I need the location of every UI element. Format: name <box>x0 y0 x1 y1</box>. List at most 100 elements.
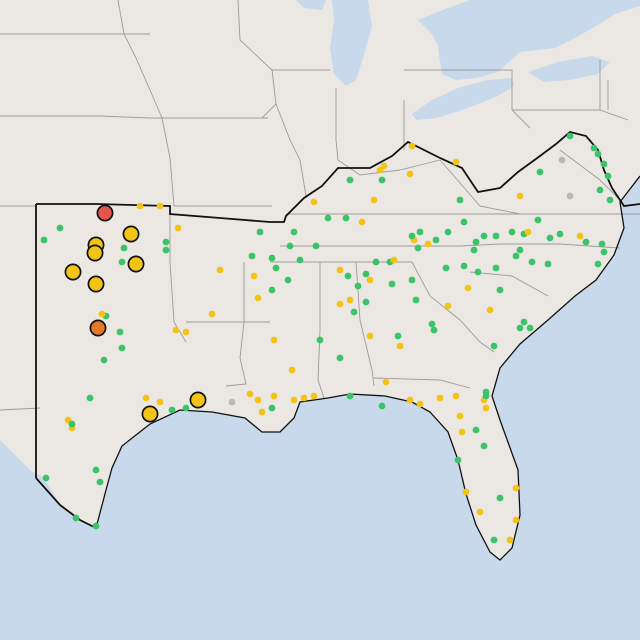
station-marker-yellow[interactable] <box>452 158 460 166</box>
station-marker-green[interactable] <box>408 276 416 284</box>
station-marker-green[interactable] <box>256 228 264 236</box>
station-marker-yellow[interactable] <box>258 408 266 416</box>
station-marker-green[interactable] <box>42 474 50 482</box>
station-marker-green[interactable] <box>162 246 170 254</box>
station-marker-yellow[interactable] <box>452 392 460 400</box>
station-marker-green[interactable] <box>482 392 490 400</box>
highlighted-marker-red[interactable] <box>96 204 114 222</box>
station-marker-green[interactable] <box>346 176 354 184</box>
station-marker-green[interactable] <box>526 324 534 332</box>
station-marker-yellow[interactable] <box>172 326 180 334</box>
station-marker-green[interactable] <box>596 186 604 194</box>
station-marker-green[interactable] <box>472 426 480 434</box>
station-marker-green[interactable] <box>472 238 480 246</box>
station-marker-yellow[interactable] <box>300 394 308 402</box>
station-marker-yellow[interactable] <box>336 266 344 274</box>
station-marker-green[interactable] <box>528 258 536 266</box>
station-marker-yellow[interactable] <box>270 392 278 400</box>
station-marker-green[interactable] <box>100 356 108 364</box>
station-marker-yellow[interactable] <box>358 218 366 226</box>
station-marker-green[interactable] <box>460 218 468 226</box>
station-marker-green[interactable] <box>490 536 498 544</box>
station-marker-green[interactable] <box>412 296 420 304</box>
station-marker-green[interactable] <box>546 234 554 242</box>
station-marker-yellow[interactable] <box>512 484 520 492</box>
station-marker-yellow[interactable] <box>476 508 484 516</box>
station-marker-green[interactable] <box>604 172 612 180</box>
station-marker-yellow[interactable] <box>142 394 150 402</box>
station-marker-green[interactable] <box>92 522 100 530</box>
station-marker-green[interactable] <box>118 344 126 352</box>
station-marker-yellow[interactable] <box>156 202 164 210</box>
station-marker-yellow[interactable] <box>506 536 514 544</box>
station-marker-yellow[interactable] <box>288 366 296 374</box>
station-marker-green[interactable] <box>470 246 478 254</box>
station-marker-green[interactable] <box>394 332 402 340</box>
station-marker-green[interactable] <box>512 252 520 260</box>
station-marker-yellow[interactable] <box>382 378 390 386</box>
station-marker-yellow[interactable] <box>182 328 190 336</box>
station-marker-gray[interactable] <box>228 398 236 406</box>
station-marker-yellow[interactable] <box>482 404 490 412</box>
station-marker-green[interactable] <box>286 242 294 250</box>
station-marker-green[interactable] <box>590 144 598 152</box>
station-marker-yellow[interactable] <box>456 412 464 420</box>
station-marker-green[interactable] <box>492 232 500 240</box>
highlighted-marker-yellow[interactable] <box>86 244 104 262</box>
highlighted-marker-orange[interactable] <box>89 319 107 337</box>
station-marker-green[interactable] <box>162 238 170 246</box>
highlighted-marker-yellow[interactable] <box>64 263 82 281</box>
station-marker-green[interactable] <box>414 244 422 252</box>
station-marker-green[interactable] <box>296 256 304 264</box>
station-marker-green[interactable] <box>268 286 276 294</box>
station-marker-green[interactable] <box>248 252 256 260</box>
station-marker-yellow[interactable] <box>458 428 466 436</box>
station-marker-green[interactable] <box>428 320 436 328</box>
station-marker-yellow[interactable] <box>416 400 424 408</box>
station-marker-green[interactable] <box>346 392 354 400</box>
station-marker-green[interactable] <box>116 328 124 336</box>
station-marker-green[interactable] <box>284 276 292 284</box>
station-marker-green[interactable] <box>324 214 332 222</box>
station-marker-yellow[interactable] <box>156 398 164 406</box>
station-marker-gray[interactable] <box>558 156 566 164</box>
station-marker-green[interactable] <box>480 232 488 240</box>
station-marker-green[interactable] <box>606 196 614 204</box>
station-marker-green[interactable] <box>96 478 104 486</box>
station-marker-yellow[interactable] <box>346 296 354 304</box>
station-marker-green[interactable] <box>118 258 126 266</box>
station-marker-yellow[interactable] <box>366 332 374 340</box>
station-marker-yellow[interactable] <box>462 488 470 496</box>
station-marker-yellow[interactable] <box>444 302 452 310</box>
station-marker-green[interactable] <box>492 264 500 272</box>
station-marker-green[interactable] <box>556 230 564 238</box>
station-marker-yellow[interactable] <box>424 240 432 248</box>
station-marker-green[interactable] <box>362 270 370 278</box>
station-marker-green[interactable] <box>566 132 574 140</box>
station-marker-green[interactable] <box>490 342 498 350</box>
station-marker-green[interactable] <box>354 282 362 290</box>
station-marker-green[interactable] <box>582 238 590 246</box>
station-marker-yellow[interactable] <box>216 266 224 274</box>
station-marker-green[interactable] <box>536 168 544 176</box>
station-marker-green[interactable] <box>86 394 94 402</box>
station-marker-green[interactable] <box>430 326 438 334</box>
station-marker-yellow[interactable] <box>464 284 472 292</box>
station-marker-yellow[interactable] <box>406 170 414 178</box>
station-marker-yellow[interactable] <box>380 162 388 170</box>
station-marker-green[interactable] <box>168 406 176 414</box>
station-marker-yellow[interactable] <box>310 198 318 206</box>
station-marker-green[interactable] <box>68 420 76 428</box>
station-marker-green[interactable] <box>508 228 516 236</box>
station-marker-green[interactable] <box>120 244 128 252</box>
station-marker-yellow[interactable] <box>524 228 532 236</box>
station-marker-green[interactable] <box>416 228 424 236</box>
highlighted-marker-yellow[interactable] <box>122 225 140 243</box>
station-marker-yellow[interactable] <box>406 396 414 404</box>
station-marker-green[interactable] <box>544 260 552 268</box>
station-marker-yellow[interactable] <box>486 306 494 314</box>
station-marker-green[interactable] <box>408 232 416 240</box>
station-marker-green[interactable] <box>600 248 608 256</box>
